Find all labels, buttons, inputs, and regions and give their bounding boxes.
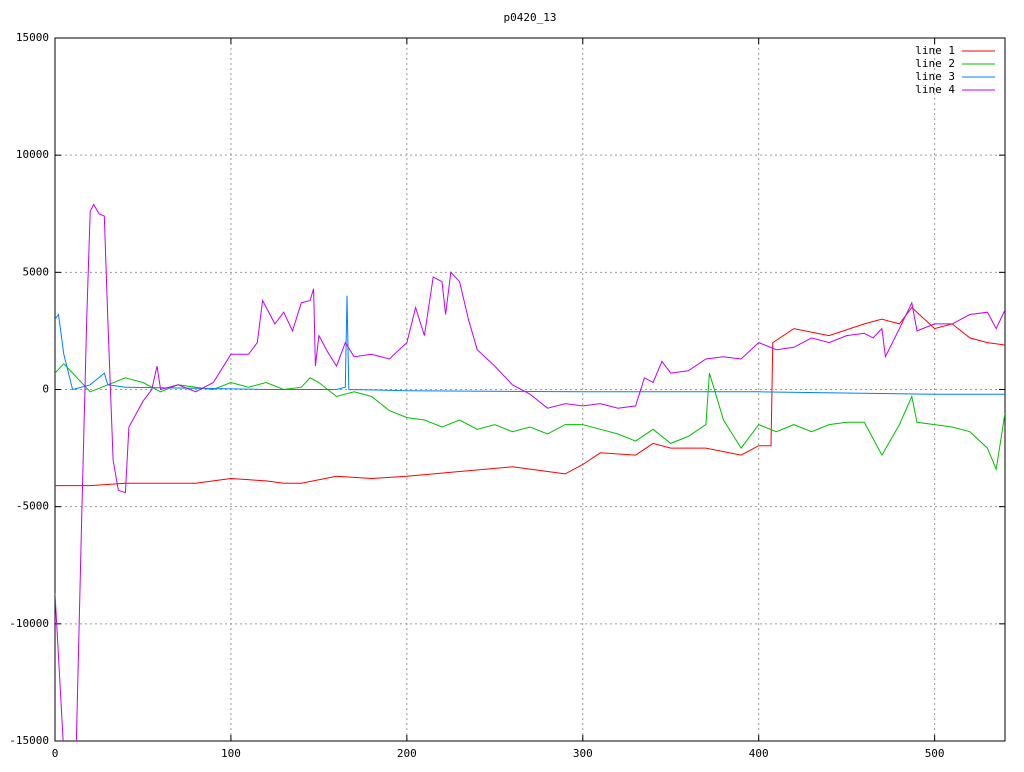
y-tick-label: 0: [42, 383, 49, 396]
y-tick-label: 15000: [16, 31, 49, 44]
x-tick-label: 300: [573, 747, 593, 760]
legend-label: line 2: [915, 57, 955, 70]
x-tick-label: 0: [52, 747, 59, 760]
chart-title: p0420_13: [504, 11, 557, 24]
legend-label: line 1: [915, 44, 955, 57]
y-tick-label: 5000: [23, 265, 50, 278]
x-tick-label: 400: [749, 747, 769, 760]
y-tick-label: -15000: [9, 734, 49, 747]
legend-label: line 4: [915, 83, 955, 96]
legend-label: line 3: [915, 70, 955, 83]
data-line: [55, 295, 1005, 395]
x-tick-label: 100: [221, 747, 241, 760]
x-tick-label: 500: [925, 747, 945, 760]
plot-border: [54, 37, 1006, 742]
y-tick-label: -10000: [9, 617, 49, 630]
x-tick-label: 200: [397, 747, 417, 760]
y-tick-label: 10000: [16, 148, 49, 161]
data-line: [55, 306, 1005, 487]
data-line: [55, 362, 1005, 472]
data-line: [55, 203, 1005, 741]
y-tick-label: -5000: [16, 500, 49, 513]
